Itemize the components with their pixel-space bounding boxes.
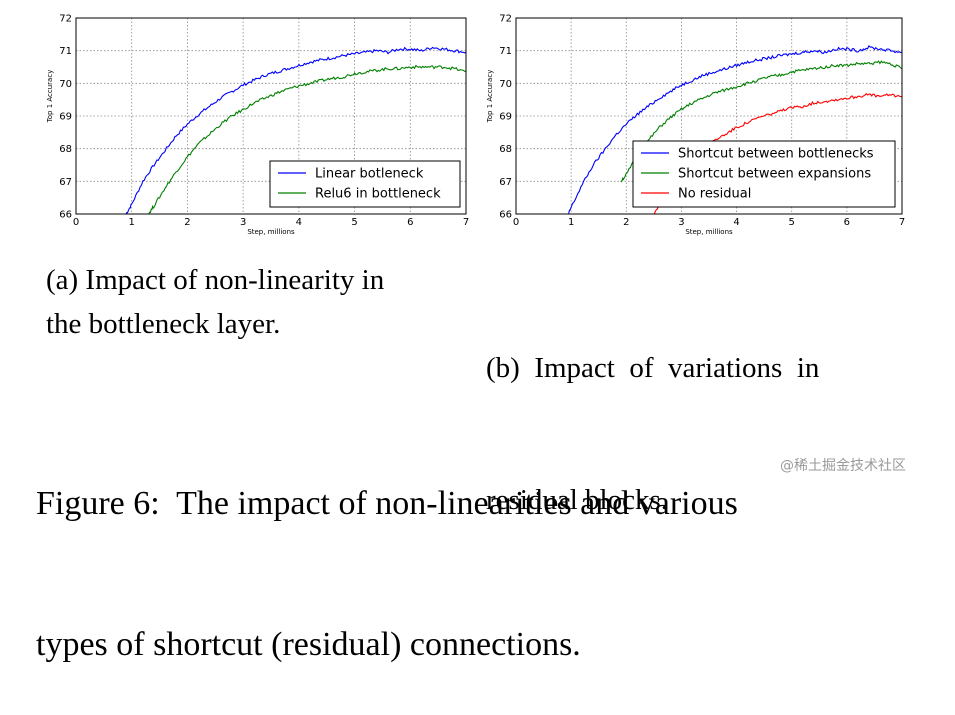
caption-a: (a) Impact of non-linearity in the bottl… [46, 258, 384, 346]
x-tick-label: 0 [513, 217, 519, 228]
y-tick-label: 67 [59, 177, 72, 188]
x-tick-label: 1 [568, 217, 574, 228]
x-axis-label: Step, millions [247, 228, 295, 236]
series-line-relu6-in-bottleneck [148, 64, 466, 214]
y-tick-label: 68 [59, 144, 72, 155]
y-tick-label: 69 [59, 112, 72, 123]
x-tick-label: 3 [240, 217, 246, 228]
figure-caption-line1: Figure 6: The impact of non-linearities … [36, 485, 738, 522]
y-axis-label: Top 1 Accuracy [46, 70, 54, 124]
legend-label: Shortcut between expansions [678, 167, 871, 182]
caption-a-line2: the bottleneck layer. [46, 308, 281, 340]
legend-label: Linear botleneck [315, 167, 424, 182]
y-tick-label: 72 [59, 14, 72, 25]
x-tick-label: 5 [351, 217, 357, 228]
figure-caption: Figure 6: The impact of non-linearities … [36, 386, 738, 715]
x-tick-label: 6 [844, 217, 850, 228]
x-tick-label: 5 [789, 217, 795, 228]
y-tick-label: 70 [59, 79, 72, 90]
x-axis-label: Step, millions [685, 228, 733, 236]
x-tick-label: 7 [463, 217, 469, 228]
legend-box [269, 160, 461, 208]
y-tick-label: 66 [59, 210, 72, 221]
y-tick-label: 68 [499, 144, 512, 155]
y-tick-label: 71 [59, 46, 72, 57]
plot-frame [75, 17, 467, 215]
x-tick-label: 2 [184, 217, 190, 228]
x-tick-label: 3 [678, 217, 684, 228]
y-axis-label: Top 1 Accuracy [486, 70, 494, 124]
plot-frame [515, 17, 903, 215]
y-tick-label: 71 [499, 46, 512, 57]
watermark: @稀土掘金技术社区 [780, 458, 906, 474]
legend-box [632, 140, 896, 208]
y-tick-label: 66 [499, 210, 512, 221]
caption-b-line1: (b) Impact of variations in [486, 352, 820, 384]
x-tick-label: 7 [899, 217, 905, 228]
series-line-shortcut-between-bottlenecks [568, 44, 902, 214]
figure-caption-line2: types of shortcut (residual) connections… [36, 626, 581, 663]
x-tick-label: 0 [73, 217, 79, 228]
y-tick-label: 70 [499, 79, 512, 90]
y-tick-label: 69 [499, 112, 512, 123]
y-tick-label: 67 [499, 177, 512, 188]
x-tick-label: 2 [623, 217, 629, 228]
x-tick-label: 4 [296, 217, 302, 228]
legend-label: No residual [678, 187, 751, 202]
y-tick-label: 72 [499, 14, 512, 25]
x-tick-label: 1 [129, 217, 135, 228]
x-tick-label: 4 [733, 217, 739, 228]
caption-a-line1: (a) Impact of non-linearity in [46, 264, 385, 296]
legend-label: Shortcut between bottlenecks [678, 147, 874, 162]
series-line-shortcut-between-expansions [620, 60, 902, 183]
series-line-linear-botleneck [125, 46, 466, 214]
legend-label: Relu6 in bottleneck [315, 187, 441, 202]
x-tick-label: 6 [407, 217, 413, 228]
